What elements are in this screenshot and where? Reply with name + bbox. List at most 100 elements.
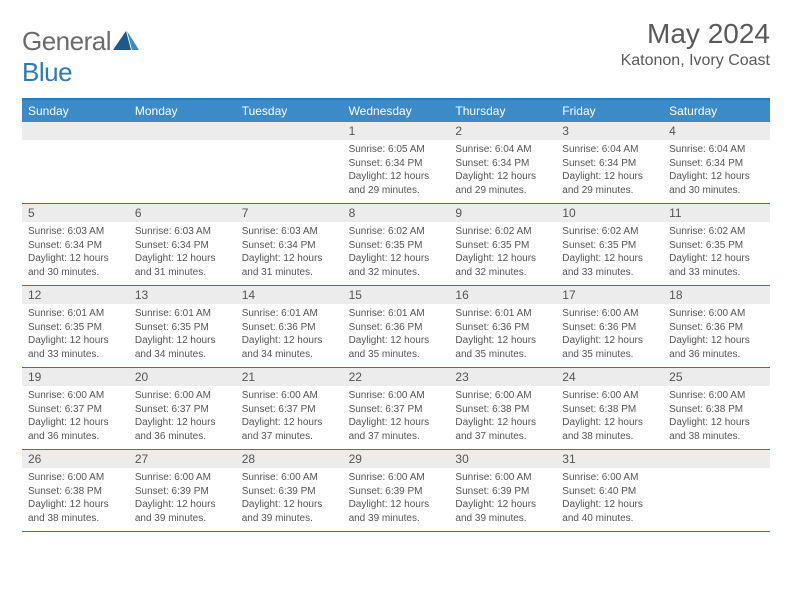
day-number: 11	[669, 206, 764, 220]
calendar-day-cell	[236, 122, 343, 203]
calendar-day-cell: 24 Sunrise: 6:00 AMSunset: 6:38 PMDayligh…	[556, 368, 663, 449]
weekday-header: Thursday	[449, 100, 556, 122]
calendar-day-cell: 3Sunrise: 6:04 AMSunset: 6:34 PMDaylight…	[556, 122, 663, 203]
calendar-day-cell: 20 Sunrise: 6:00 AMSunset: 6:37 PMDayligh…	[129, 368, 236, 449]
calendar-day-cell: 4Sunrise: 6:04 AMSunset: 6:34 PMDaylight…	[663, 122, 770, 203]
day-number: 5	[28, 206, 123, 220]
day-number-row: 7	[236, 204, 343, 222]
calendar-day-cell: 8Sunrise: 6:02 AMSunset: 6:35 PMDaylight…	[343, 204, 450, 285]
calendar-week-row: 19Sunrise: 6:00 AMSunset: 6:37 PMDayligh…	[22, 368, 770, 450]
day-details: Sunrise: 6:00 AMSunset: 6:36 PMDaylight:…	[562, 307, 657, 361]
calendar-table: SundayMondayTuesdayWednesdayThursdayFrid…	[22, 98, 770, 532]
day-details: Sunrise: 6:00 AMSunset: 6:39 PMDaylight:…	[242, 471, 337, 525]
day-number-row: 8	[343, 204, 450, 222]
day-number-row: 12	[22, 286, 129, 304]
weekday-header: Tuesday	[236, 100, 343, 122]
weekday-header: Sunday	[22, 100, 129, 122]
day-details: Sunrise: 6:00 AMSunset: 6:40 PMDaylight:…	[562, 471, 657, 525]
day-details: Sunrise: 6:02 AMSunset: 6:35 PMDaylight:…	[562, 225, 657, 279]
brand-part1: General	[22, 26, 111, 56]
day-number: 23	[455, 370, 550, 384]
day-number-row	[663, 450, 770, 468]
calendar-day-cell	[663, 450, 770, 531]
day-number: 26	[28, 452, 123, 466]
day-number: 13	[135, 288, 230, 302]
month-title: May 2024	[621, 18, 770, 50]
day-number: 30	[455, 452, 550, 466]
brand-logo: GeneralBlue	[22, 26, 139, 88]
weekday-header-row: SundayMondayTuesdayWednesdayThursdayFrid…	[22, 100, 770, 122]
day-details: Sunrise: 6:00 AMSunset: 6:37 PMDaylight:…	[135, 389, 230, 443]
day-number-row: 13	[129, 286, 236, 304]
day-number-row: 4	[663, 122, 770, 140]
day-number: 21	[242, 370, 337, 384]
day-number: 9	[455, 206, 550, 220]
day-details: Sunrise: 6:02 AMSunset: 6:35 PMDaylight:…	[669, 225, 764, 279]
day-details: Sunrise: 6:02 AMSunset: 6:35 PMDaylight:…	[455, 225, 550, 279]
day-number-row: 9	[449, 204, 556, 222]
day-details: Sunrise: 6:01 AMSunset: 6:35 PMDaylight:…	[135, 307, 230, 361]
calendar-day-cell: 14 Sunrise: 6:01 AMSunset: 6:36 PMDayligh…	[236, 286, 343, 367]
calendar-day-cell: 23 Sunrise: 6:00 AMSunset: 6:38 PMDayligh…	[449, 368, 556, 449]
calendar-day-cell: 16Sunrise: 6:01 AMSunset: 6:36 PMDayligh…	[449, 286, 556, 367]
weekday-header: Saturday	[663, 100, 770, 122]
day-details: Sunrise: 6:03 AMSunset: 6:34 PMDaylight:…	[135, 225, 230, 279]
day-number-row: 29	[343, 450, 450, 468]
calendar-day-cell: 28 Sunrise: 6:00 AMSunset: 6:39 PMDayligh…	[236, 450, 343, 531]
day-number-row: 6	[129, 204, 236, 222]
day-number: 17	[562, 288, 657, 302]
calendar-day-cell	[22, 122, 129, 203]
day-details: Sunrise: 6:01 AMSunset: 6:36 PMDaylight:…	[242, 307, 337, 361]
day-number: 28	[242, 452, 337, 466]
day-number: 25	[669, 370, 764, 384]
day-number: 12	[28, 288, 123, 302]
calendar-day-cell: 31 Sunrise: 6:00 AMSunset: 6:40 PMDayligh…	[556, 450, 663, 531]
day-number-row: 11	[663, 204, 770, 222]
day-number: 27	[135, 452, 230, 466]
day-number-row: 20	[129, 368, 236, 386]
calendar-week-row: 1Sunrise: 6:05 AMSunset: 6:34 PMDaylight…	[22, 122, 770, 204]
day-details: Sunrise: 6:03 AMSunset: 6:34 PMDaylight:…	[242, 225, 337, 279]
day-number-row: 17	[556, 286, 663, 304]
calendar-day-cell: 7 Sunrise: 6:03 AMSunset: 6:34 PMDaylight…	[236, 204, 343, 285]
calendar-day-cell: 30 Sunrise: 6:00 AMSunset: 6:39 PMDayligh…	[449, 450, 556, 531]
day-number-row: 3	[556, 122, 663, 140]
calendar-day-cell	[129, 122, 236, 203]
day-number: 15	[349, 288, 444, 302]
page-header: GeneralBlue May 2024 Katonon, Ivory Coas…	[22, 18, 770, 88]
day-number: 14	[242, 288, 337, 302]
day-number: 22	[349, 370, 444, 384]
day-number-row: 28	[236, 450, 343, 468]
calendar-page: GeneralBlue May 2024 Katonon, Ivory Coas…	[0, 0, 792, 542]
day-number-row: 31	[556, 450, 663, 468]
day-number-row	[129, 122, 236, 140]
weekday-header: Monday	[129, 100, 236, 122]
day-details: Sunrise: 6:00 AMSunset: 6:38 PMDaylight:…	[28, 471, 123, 525]
sail-icon	[113, 28, 139, 50]
day-number-row: 16	[449, 286, 556, 304]
day-number: 24	[562, 370, 657, 384]
day-details: Sunrise: 6:00 AMSunset: 6:37 PMDaylight:…	[242, 389, 337, 443]
day-details: Sunrise: 6:04 AMSunset: 6:34 PMDaylight:…	[455, 143, 550, 197]
calendar-day-cell: 9 Sunrise: 6:02 AMSunset: 6:35 PMDaylight…	[449, 204, 556, 285]
day-details: Sunrise: 6:00 AMSunset: 6:38 PMDaylight:…	[562, 389, 657, 443]
calendar-day-cell: 29Sunrise: 6:00 AMSunset: 6:39 PMDayligh…	[343, 450, 450, 531]
title-block: May 2024 Katonon, Ivory Coast	[621, 18, 770, 70]
day-number: 1	[349, 124, 444, 138]
day-number-row: 18	[663, 286, 770, 304]
calendar-day-cell: 5Sunrise: 6:03 AMSunset: 6:34 PMDaylight…	[22, 204, 129, 285]
calendar-day-cell: 25Sunrise: 6:00 AMSunset: 6:38 PMDayligh…	[663, 368, 770, 449]
day-details: Sunrise: 6:00 AMSunset: 6:39 PMDaylight:…	[455, 471, 550, 525]
day-number-row: 25	[663, 368, 770, 386]
day-number-row: 30	[449, 450, 556, 468]
brand-text: GeneralBlue	[22, 26, 139, 88]
calendar-day-cell: 17 Sunrise: 6:00 AMSunset: 6:36 PMDayligh…	[556, 286, 663, 367]
day-details: Sunrise: 6:00 AMSunset: 6:37 PMDaylight:…	[28, 389, 123, 443]
day-number-row: 23	[449, 368, 556, 386]
day-details: Sunrise: 6:00 AMSunset: 6:37 PMDaylight:…	[349, 389, 444, 443]
calendar-body: 1Sunrise: 6:05 AMSunset: 6:34 PMDaylight…	[22, 122, 770, 532]
day-number-row	[22, 122, 129, 140]
weekday-header: Friday	[556, 100, 663, 122]
day-details: Sunrise: 6:00 AMSunset: 6:38 PMDaylight:…	[455, 389, 550, 443]
day-number-row: 1	[343, 122, 450, 140]
